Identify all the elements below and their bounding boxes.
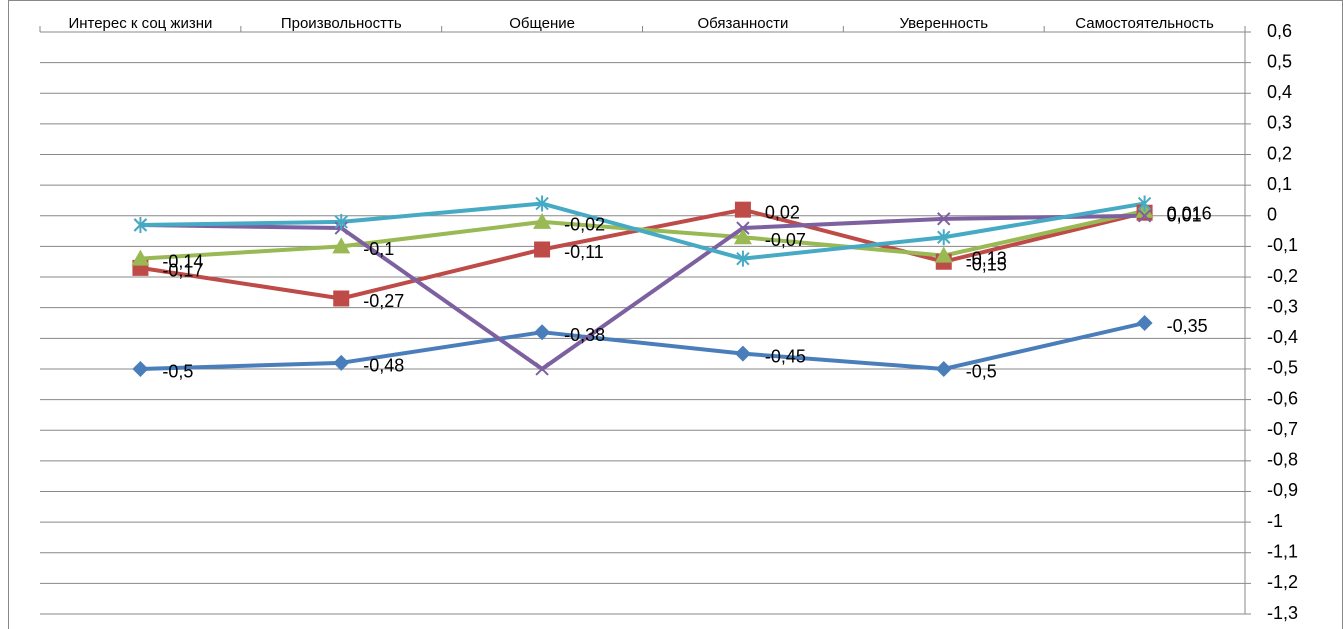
marker bbox=[535, 195, 549, 212]
data-label: -0,5 bbox=[966, 362, 997, 382]
data-label: -0,1 bbox=[363, 239, 394, 259]
marker bbox=[533, 212, 552, 229]
data-label: 0,01 bbox=[1167, 205, 1202, 225]
data-label: -0,02 bbox=[564, 215, 605, 235]
x-tick-label: Уверенность bbox=[899, 15, 988, 32]
marker bbox=[534, 324, 551, 341]
y-tick-label: -1,1 bbox=[1267, 541, 1298, 561]
series-line bbox=[140, 213, 1145, 371]
y-tick-label: -0,7 bbox=[1267, 419, 1298, 439]
marker bbox=[535, 362, 549, 376]
data-label: -0,38 bbox=[564, 325, 605, 345]
y-tick-label: -1,2 bbox=[1267, 572, 1298, 592]
marker bbox=[534, 241, 551, 258]
marker bbox=[934, 246, 953, 263]
marker bbox=[736, 221, 750, 235]
y-tick-label: -0,3 bbox=[1267, 296, 1298, 316]
marker bbox=[334, 213, 348, 230]
data-label: -0,13 bbox=[966, 248, 1007, 268]
marker bbox=[1137, 209, 1152, 223]
data-label: -0,17 bbox=[162, 261, 203, 281]
y-tick-label: -0,5 bbox=[1267, 358, 1298, 378]
marker bbox=[733, 228, 752, 245]
data-label: 0,016 bbox=[1167, 204, 1212, 224]
x-tick-label: Интерес к соц жизни bbox=[68, 15, 212, 32]
marker bbox=[1136, 315, 1153, 331]
x-tick-label: Обязанности bbox=[697, 15, 788, 32]
y-tick-label: 0,2 bbox=[1267, 143, 1292, 163]
y-tick-label: -0,1 bbox=[1267, 235, 1298, 255]
data-label: -0,14 bbox=[162, 251, 203, 271]
y-tick-label: -0,4 bbox=[1267, 327, 1298, 347]
x-tick-label: Общение bbox=[509, 15, 575, 32]
y-tick-label: -1 bbox=[1267, 511, 1283, 531]
data-label: -0,5 bbox=[162, 362, 193, 382]
marker bbox=[935, 360, 952, 377]
marker bbox=[937, 212, 951, 226]
data-label: -0,35 bbox=[1167, 316, 1208, 336]
marker bbox=[736, 250, 750, 267]
marker bbox=[1137, 195, 1152, 212]
y-tick-label: -0,2 bbox=[1267, 266, 1298, 286]
data-label: -0,48 bbox=[363, 356, 404, 376]
y-tick-label: -0,9 bbox=[1267, 480, 1298, 500]
y-tick-label: 0,3 bbox=[1267, 113, 1292, 133]
chart-frame bbox=[8, 0, 1343, 629]
y-tick-label: -0,6 bbox=[1267, 388, 1298, 408]
marker bbox=[332, 237, 351, 254]
marker bbox=[937, 229, 951, 246]
marker bbox=[132, 360, 149, 377]
x-tick-label: Произвольностть bbox=[281, 15, 402, 32]
y-tick-label: 0,5 bbox=[1267, 51, 1292, 71]
y-tick-label: 0 bbox=[1267, 205, 1277, 225]
marker bbox=[734, 201, 751, 218]
series-line bbox=[140, 321, 1146, 371]
y-tick-label: 0,6 bbox=[1267, 21, 1292, 41]
data-label: -0,45 bbox=[765, 346, 806, 366]
y-tick-label: 0,1 bbox=[1267, 174, 1292, 194]
y-tick-label: -1,3 bbox=[1267, 603, 1298, 623]
data-label: 0,02 bbox=[765, 202, 800, 222]
marker bbox=[734, 345, 751, 362]
data-label: -0,15 bbox=[966, 254, 1007, 274]
marker bbox=[333, 290, 350, 307]
marker bbox=[333, 354, 350, 371]
marker bbox=[133, 216, 148, 233]
x-tick-label: Самостоятельность bbox=[1075, 15, 1214, 32]
data-label: -0,07 bbox=[765, 230, 806, 250]
data-label: -0,11 bbox=[564, 242, 604, 262]
y-tick-label: 0,4 bbox=[1267, 82, 1292, 102]
y-tick-label: -0,8 bbox=[1267, 450, 1298, 470]
marker bbox=[131, 249, 150, 266]
series-line bbox=[140, 201, 1145, 261]
data-label: -0,27 bbox=[363, 291, 404, 311]
